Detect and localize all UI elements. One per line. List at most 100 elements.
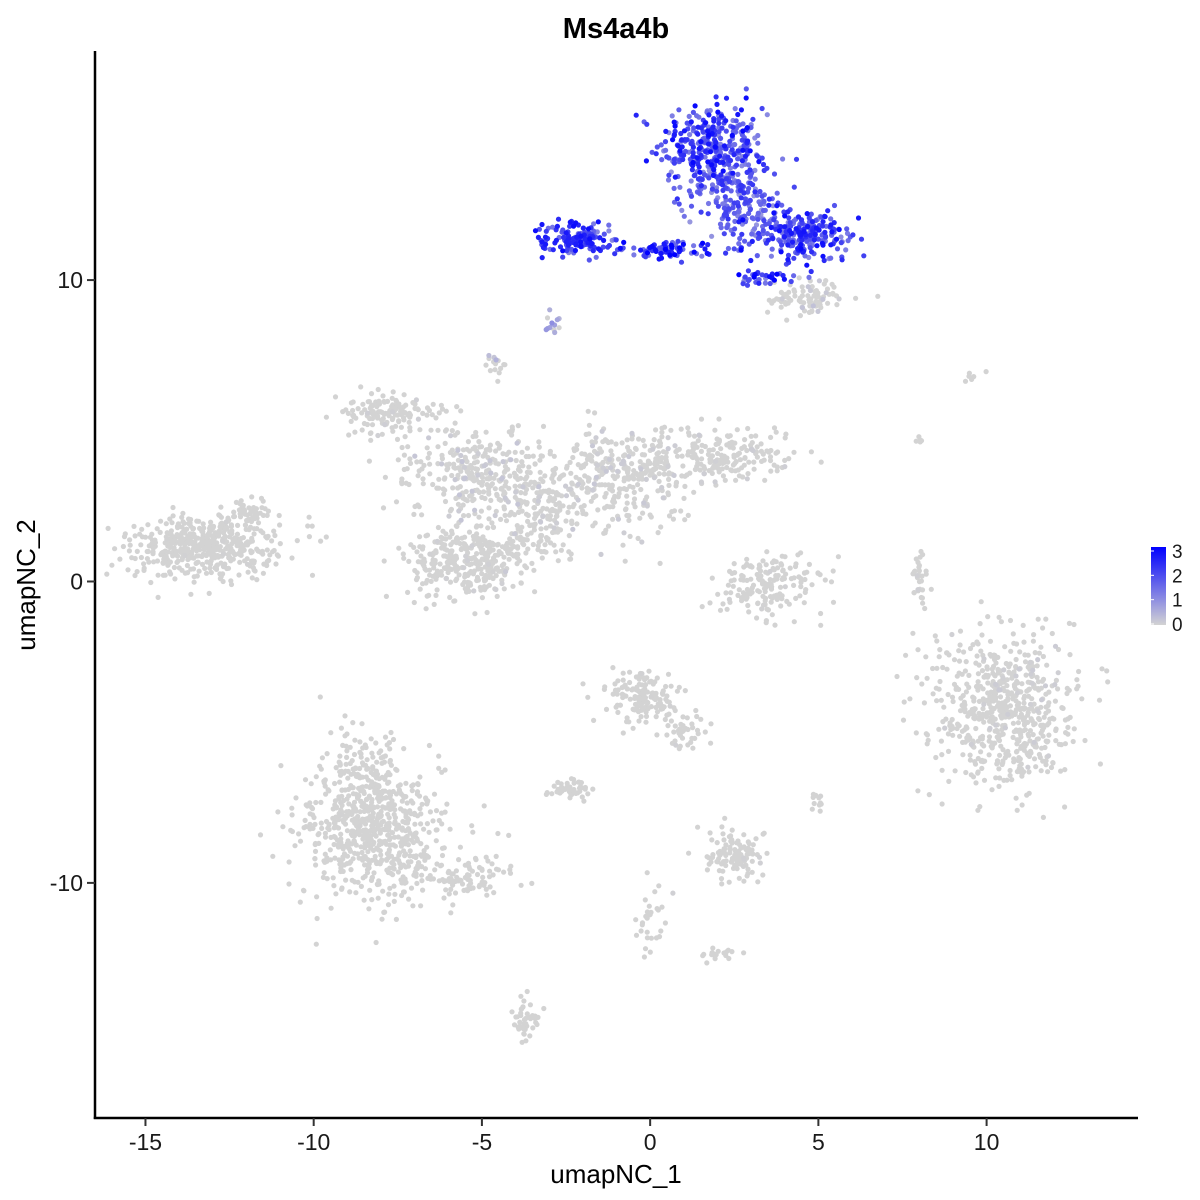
cell-point (720, 868, 726, 874)
cell-point (994, 759, 1001, 766)
cell-point (658, 928, 664, 934)
cell-point (962, 706, 968, 712)
cell-point (393, 826, 399, 832)
cell-point (567, 795, 573, 801)
cell-point (436, 485, 442, 491)
cell-point (560, 542, 566, 548)
cell-point (707, 600, 713, 606)
cell-point (362, 821, 369, 827)
cell-point (385, 769, 391, 776)
cell-point (170, 513, 176, 519)
cell-point (979, 765, 985, 772)
cell-point (985, 680, 991, 686)
cell-point (534, 1021, 540, 1028)
cell-point (945, 748, 952, 755)
cell-point (983, 369, 989, 375)
cell-point (695, 438, 701, 444)
cell-point (191, 579, 197, 585)
cell-point (1022, 705, 1028, 711)
cell-point (755, 216, 761, 222)
cell-point (713, 458, 719, 464)
cell-point (1044, 722, 1050, 728)
cell-point (424, 412, 430, 418)
cell-point (593, 435, 599, 441)
cell-point (676, 107, 682, 113)
cell-point (755, 132, 761, 139)
cell-point (420, 544, 426, 550)
cell-point (481, 463, 487, 469)
cell-point (342, 787, 348, 793)
cell-point (642, 677, 648, 683)
cell-point (302, 777, 309, 783)
cell-point (543, 791, 550, 798)
cell-point (1097, 761, 1103, 767)
cell-point (247, 539, 253, 545)
cell-point (318, 820, 324, 826)
cell-point (483, 573, 489, 579)
cell-point (435, 461, 441, 467)
cell-point (1021, 728, 1027, 734)
cell-point (363, 797, 369, 803)
cell-point (960, 752, 966, 758)
cell-point (651, 475, 657, 481)
cell-point (555, 558, 561, 564)
cell-point (306, 534, 312, 540)
cell-point (957, 628, 964, 634)
cell-point (525, 546, 531, 552)
cell-point (474, 577, 480, 584)
cell-point (248, 558, 255, 564)
cell-point (949, 631, 955, 638)
cell-point (975, 641, 981, 647)
cell-point (551, 470, 557, 476)
cell-point (997, 775, 1003, 781)
cell-point (445, 465, 451, 471)
cell-point (338, 812, 344, 818)
cell-point (218, 514, 224, 520)
cell-point (515, 476, 521, 482)
cell-point (452, 420, 458, 426)
cell-point (621, 465, 627, 471)
cell-point (660, 688, 666, 694)
cell-point (743, 86, 749, 92)
cell-point (749, 215, 755, 221)
cell-point (721, 837, 727, 843)
cell-point (333, 891, 339, 897)
cell-point (485, 561, 492, 567)
cell-point (170, 504, 176, 511)
cell-point (613, 441, 619, 447)
cell-point (322, 859, 328, 865)
cell-point (1031, 739, 1037, 745)
cell-point (743, 199, 749, 205)
cell-point (483, 886, 489, 892)
cell-point (742, 238, 748, 244)
cell-point (1040, 625, 1046, 631)
cell-point (1055, 670, 1061, 676)
cell-point (232, 535, 238, 541)
cell-point (684, 120, 690, 126)
cell-point (155, 572, 161, 578)
cell-point (468, 885, 474, 892)
cell-point (127, 542, 133, 548)
cell-point (426, 829, 432, 835)
cell-point (142, 534, 149, 540)
cell-point (652, 889, 658, 895)
cell-point (509, 428, 515, 434)
cell-point (487, 447, 493, 453)
cell-point (582, 451, 588, 457)
cell-point (930, 691, 936, 697)
cell-point (632, 707, 638, 713)
cell-point (674, 688, 681, 694)
cell-point (406, 481, 412, 488)
cell-point (479, 474, 485, 480)
cell-point (585, 694, 591, 700)
cell-point (418, 459, 424, 465)
cell-point (552, 496, 558, 502)
cell-point (659, 429, 665, 435)
cell-point (455, 501, 461, 507)
cell-point (626, 453, 632, 460)
cell-point (560, 254, 566, 260)
cell-point (1027, 748, 1034, 754)
cell-point (369, 897, 375, 903)
cell-point (220, 564, 227, 570)
cell-point (731, 200, 737, 206)
